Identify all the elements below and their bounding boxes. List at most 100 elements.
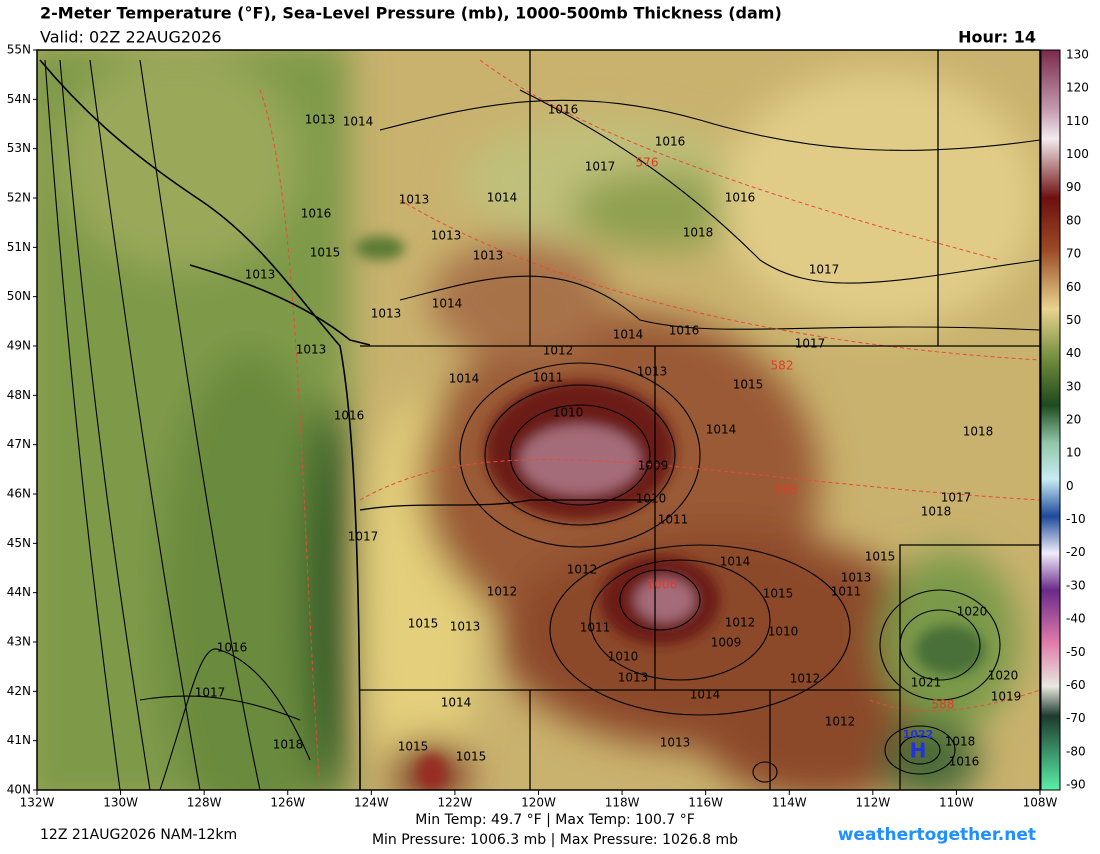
map — [37, 50, 1040, 790]
thickness-label: 1006 — [647, 578, 678, 592]
isobar-label: 1013 — [660, 736, 691, 750]
isobar-label: 1010 — [768, 625, 799, 639]
isobar-label: 1013 — [296, 343, 327, 357]
isobar-label: 1015 — [733, 378, 764, 392]
colorbar-label: 10 — [1066, 446, 1081, 460]
isobar-label: 1013 — [450, 620, 481, 634]
isobar-label: 1014 — [613, 328, 644, 342]
isobar-label: 1014 — [706, 423, 737, 437]
isobar-label: 1012 — [725, 616, 756, 630]
isobar-label: 1012 — [825, 715, 856, 729]
lon-label: 130W — [103, 796, 138, 810]
isobar-label: 1018 — [945, 735, 976, 749]
lon-label: 126W — [270, 796, 305, 810]
thickness-label: 588 — [932, 698, 955, 712]
isobar-label: 1011 — [658, 513, 689, 527]
colorbar-label: 70 — [1066, 247, 1081, 261]
lat-label: 43N — [7, 635, 31, 649]
lon-label: 132W — [20, 796, 55, 810]
isobar-label: 1014 — [690, 688, 721, 702]
isobar-label: 1012 — [567, 563, 598, 577]
thickness-label: 588 — [775, 483, 798, 497]
lat-label: 49N — [7, 339, 31, 353]
colorbar-label: 120 — [1066, 81, 1089, 95]
isobar-label: 1017 — [585, 160, 616, 174]
pressure-center: 1022 — [903, 728, 934, 741]
isobar-label: 1016 — [669, 324, 700, 338]
colorbar-label: 80 — [1066, 213, 1081, 227]
colorbar-label: 50 — [1066, 313, 1081, 327]
isobar-label: 1014 — [449, 372, 480, 386]
lon-label: 124W — [354, 796, 389, 810]
lon-label: 118W — [605, 796, 640, 810]
colorbar-label: -10 — [1066, 512, 1086, 526]
lat-label: 48N — [7, 388, 31, 402]
colorbar-label: -40 — [1066, 612, 1086, 626]
pressure-center: H — [910, 739, 927, 763]
isobar-label: 1013 — [431, 229, 462, 243]
lat-label: 42N — [7, 684, 31, 698]
colorbar-label: 90 — [1066, 180, 1081, 194]
isobar-label: 1017 — [195, 686, 226, 700]
colorbar — [1040, 49, 1061, 791]
isobar-label: 1009 — [711, 636, 742, 650]
isobar-label: 1018 — [921, 505, 952, 519]
lon-label: 110W — [939, 796, 974, 810]
model-run: 12Z 21AUG2026 NAM-12km — [40, 827, 237, 843]
lon-label: 114W — [772, 796, 807, 810]
isobar-label: 1012 — [487, 585, 518, 599]
isobar-label: 1017 — [941, 491, 972, 505]
colorbar-label: -80 — [1066, 744, 1086, 758]
colorbar-label: -50 — [1066, 645, 1086, 659]
isobar-label: 1016 — [949, 755, 980, 769]
lat-label: 41N — [7, 733, 31, 747]
colorbar-label: 130 — [1066, 48, 1089, 62]
isobar-label: 1015 — [408, 617, 439, 631]
isobar-label: 1018 — [273, 738, 304, 752]
isobar-label: 1018 — [963, 425, 994, 439]
lat-label: 45N — [7, 536, 31, 550]
isobar-label: 1017 — [809, 263, 840, 277]
title: 2-Meter Temperature (°F), Sea-Level Pres… — [40, 4, 782, 23]
colorbar-label: -30 — [1066, 578, 1086, 592]
colorbar-label: 20 — [1066, 413, 1081, 427]
lat-label: 51N — [7, 240, 31, 254]
forecast-hour: Hour: 14 — [958, 28, 1036, 47]
isobar-label: 1021 — [911, 676, 942, 690]
lon-label: 120W — [521, 796, 556, 810]
colorbar-label: 110 — [1066, 114, 1089, 128]
temp-range: Min Temp: 49.7 °F | Max Temp: 100.7 °F — [415, 812, 695, 828]
isobar-label: 1015 — [398, 740, 429, 754]
lat-label: 44N — [7, 585, 31, 599]
isobar-label: 1020 — [988, 669, 1019, 683]
isobar-label: 1013 — [371, 307, 402, 321]
isobar-label: 1013 — [841, 571, 872, 585]
lon-label: 122W — [438, 796, 473, 810]
isobar-label: 1013 — [618, 671, 649, 685]
isobar-label: 1011 — [831, 585, 862, 599]
lon-label: 108W — [1023, 796, 1058, 810]
isobar-label: 1011 — [533, 371, 564, 385]
isobar-label: 1013 — [637, 365, 668, 379]
isobar-label: 1012 — [543, 344, 574, 358]
isobar-label: 1010 — [636, 492, 667, 506]
lat-label: 55N — [7, 43, 31, 57]
colorbar-label: 40 — [1066, 346, 1081, 360]
site-credit[interactable]: weathertogether.net — [838, 825, 1036, 845]
isobar-label: 1013 — [399, 193, 430, 207]
lat-label: 47N — [7, 437, 31, 451]
isobar-label: 1013 — [473, 249, 504, 263]
isobar-label: 1016 — [548, 103, 579, 117]
isobar-label: 1014 — [487, 191, 518, 205]
isobar-label: 1016 — [217, 641, 248, 655]
colorbar-label: 30 — [1066, 379, 1081, 393]
isobar-label: 1010 — [608, 650, 639, 664]
isobar-label: 1019 — [991, 690, 1022, 704]
isobar-label: 1014 — [432, 297, 463, 311]
isobar-label: 1014 — [441, 696, 472, 710]
colorbar-label: 60 — [1066, 280, 1081, 294]
isobar-label: 1015 — [456, 750, 487, 764]
lat-label: 54N — [7, 92, 31, 106]
lon-label: 112W — [855, 796, 890, 810]
